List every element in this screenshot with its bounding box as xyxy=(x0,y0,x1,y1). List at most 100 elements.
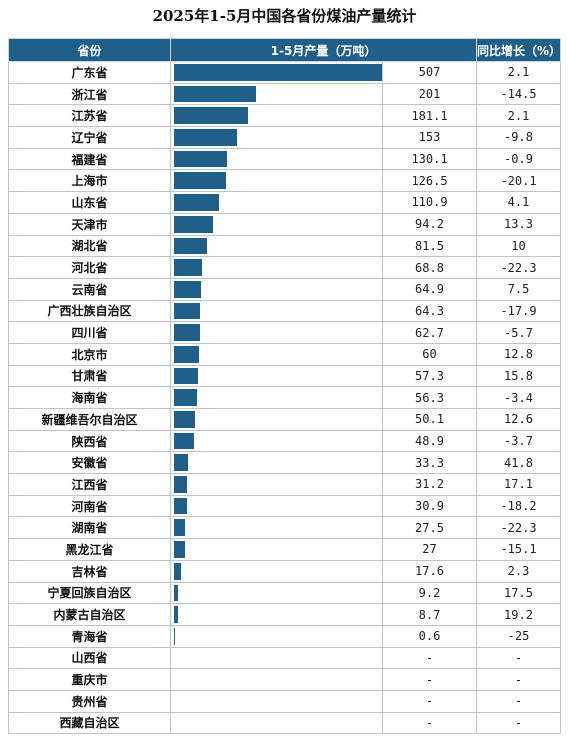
production-bar xyxy=(174,194,220,211)
bar-cell xyxy=(170,646,383,670)
table-row: 贵州省 - - xyxy=(8,689,561,713)
province-cell: 山西省 xyxy=(8,646,171,670)
production-value: 110.9 xyxy=(382,191,477,214)
province-cell: 湖南省 xyxy=(8,516,171,540)
production-bar xyxy=(174,367,198,385)
production-bar xyxy=(174,541,186,558)
table-row: 江苏省 181.1 2.1 xyxy=(8,104,561,128)
table-row: 安徽省 33.3 41.8 xyxy=(8,451,561,475)
production-value: 31.2 xyxy=(382,473,477,496)
growth-value: -0.9 xyxy=(476,147,561,171)
production-table: 省份 1-5月产量（万吨） 同比增长（%） 广东省 507 2.1 浙江省 201 -14… xyxy=(8,38,561,735)
bar-cell xyxy=(170,342,383,366)
production-value: 507 xyxy=(382,61,477,84)
growth-value: 12.6 xyxy=(476,408,561,431)
table-row: 广东省 507 2.1 xyxy=(8,61,561,84)
province-cell: 陕西省 xyxy=(8,429,171,453)
province-cell: 湖北省 xyxy=(8,234,171,258)
production-value: - xyxy=(382,689,477,713)
growth-value: 7.5 xyxy=(476,277,561,301)
province-cell: 新疆维吾尔自治区 xyxy=(8,408,171,431)
production-value: 50.1 xyxy=(382,408,477,431)
table-row: 北京市 60 12.8 xyxy=(8,342,561,366)
production-value: 30.9 xyxy=(382,494,477,518)
bar-cell xyxy=(170,624,383,648)
production-value: 64.3 xyxy=(382,299,477,323)
growth-value: 17.5 xyxy=(476,581,561,605)
bar-cell xyxy=(170,494,383,518)
province-cell: 重庆市 xyxy=(8,668,171,691)
production-value: 0.6 xyxy=(382,624,477,648)
table-row: 甘肃省 57.3 15.8 xyxy=(8,364,561,388)
bar-cell xyxy=(170,277,383,301)
table-row: 云南省 64.9 7.5 xyxy=(8,277,561,301)
table-row: 重庆市 - - xyxy=(8,668,561,691)
production-value: 64.9 xyxy=(382,277,477,301)
table-row: 广西壮族自治区 64.3 -17.9 xyxy=(8,299,561,323)
bar-cell xyxy=(170,451,383,475)
bar-cell xyxy=(170,321,383,344)
table-row: 辽宁省 153 -9.8 xyxy=(8,126,561,149)
province-cell: 海南省 xyxy=(8,386,171,409)
growth-value: 2.1 xyxy=(476,61,561,84)
province-cell: 广东省 xyxy=(8,61,171,84)
bar-cell xyxy=(170,61,383,84)
production-bar xyxy=(174,584,178,602)
province-cell: 广西壮族自治区 xyxy=(8,299,171,323)
production-bar xyxy=(174,562,182,580)
province-cell: 北京市 xyxy=(8,342,171,366)
bar-cell xyxy=(170,234,383,258)
growth-value: -9.8 xyxy=(476,126,561,149)
bar-cell xyxy=(170,689,383,713)
province-cell: 浙江省 xyxy=(8,82,171,106)
production-bar xyxy=(174,129,237,146)
province-cell: 福建省 xyxy=(8,147,171,171)
production-value: - xyxy=(382,668,477,691)
growth-header: 同比增长（%） xyxy=(476,38,561,62)
growth-value: 19.2 xyxy=(476,603,561,626)
production-bar xyxy=(174,411,195,428)
bar-cell xyxy=(170,429,383,453)
bar-cell xyxy=(170,559,383,583)
growth-value: 12.8 xyxy=(476,342,561,366)
production-bar xyxy=(174,324,200,341)
table-row: 四川省 62.7 -5.7 xyxy=(8,321,561,344)
production-value: 27 xyxy=(382,538,477,561)
bar-cell xyxy=(170,581,383,605)
bar-cell xyxy=(170,386,383,409)
table-row: 山东省 110.9 4.1 xyxy=(8,191,561,214)
growth-value: - xyxy=(476,689,561,713)
province-cell: 辽宁省 xyxy=(8,126,171,149)
production-value: 27.5 xyxy=(382,516,477,540)
production-bar xyxy=(174,237,208,255)
bar-cell xyxy=(170,364,383,388)
production-bar xyxy=(174,389,198,406)
bar-cell xyxy=(170,126,383,149)
growth-value: - xyxy=(476,646,561,670)
bar-cell xyxy=(170,603,383,626)
table-row: 陕西省 48.9 -3.7 xyxy=(8,429,561,453)
bar-cell xyxy=(170,104,383,128)
table-row: 江西省 31.2 17.1 xyxy=(8,473,561,496)
bar-cell xyxy=(170,668,383,691)
province-cell: 吉林省 xyxy=(8,559,171,583)
table-row: 天津市 94.2 13.3 xyxy=(8,212,561,236)
production-bar xyxy=(174,345,199,363)
province-cell: 四川省 xyxy=(8,321,171,344)
province-cell: 云南省 xyxy=(8,277,171,301)
growth-value: -3.4 xyxy=(476,386,561,409)
bar-cell xyxy=(170,191,383,214)
table-row: 福建省 130.1 -0.9 xyxy=(8,147,561,171)
growth-value: - xyxy=(476,668,561,691)
production-value: 94.2 xyxy=(382,212,477,236)
province-cell: 安徽省 xyxy=(8,451,171,475)
production-value: 48.9 xyxy=(382,429,477,453)
bar-cell xyxy=(170,82,383,106)
bar-cell xyxy=(170,169,383,193)
production-bar xyxy=(174,302,201,320)
production-value: 181.1 xyxy=(382,104,477,128)
province-cell: 宁夏回族自治区 xyxy=(8,581,171,605)
production-bar xyxy=(174,280,201,298)
production-header: 1-5月产量（万吨） xyxy=(170,38,477,62)
province-cell: 上海市 xyxy=(8,169,171,193)
